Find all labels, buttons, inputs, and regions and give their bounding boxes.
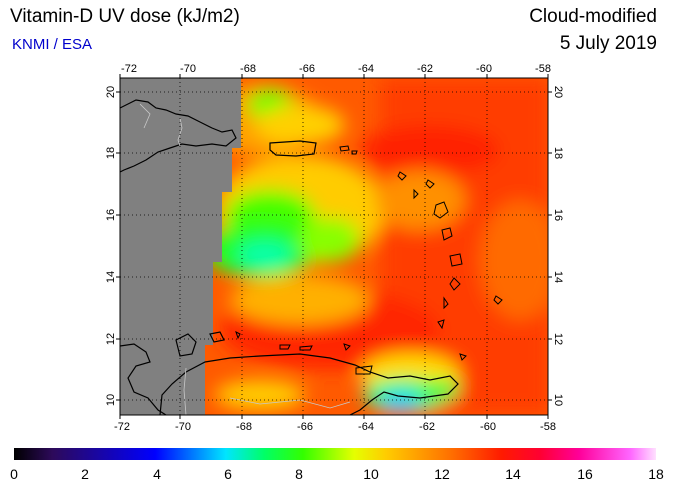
colorbar-tick-label: 2 (81, 466, 89, 482)
colorbar-tick-label: 4 (153, 466, 161, 482)
lat-label-left: 14 (105, 271, 117, 283)
organization-label: KNMI / ESA (12, 36, 93, 53)
colorbar-tick-label: 18 (648, 466, 664, 482)
lat-label-right: 10 (552, 394, 564, 406)
coastlines (119, 99, 459, 416)
lat-label-left: 20 (105, 86, 117, 98)
lon-label-bottom: -68 (236, 421, 252, 433)
colorbar-tick-label: 12 (434, 466, 450, 482)
colorbar-tick-label: 14 (505, 466, 521, 482)
lon-label-bottom: -66 (297, 421, 313, 433)
dose-field (120, 78, 548, 415)
lon-label-top: -68 (240, 63, 256, 75)
lon-label-bottom: -62 (419, 421, 435, 433)
lon-label-top: -62 (417, 63, 433, 75)
lat-label-right: 14 (552, 271, 564, 283)
lon-label-top: -70 (180, 63, 196, 75)
date-label: 5 July 2019 (559, 33, 657, 54)
colorbar-tick-label: 8 (295, 466, 303, 482)
lon-label-top: -72 (121, 63, 137, 75)
lat-label-right: 18 (552, 147, 564, 159)
colorbar-tick-label: 16 (577, 466, 593, 482)
colorbar-tick-label: 6 (224, 466, 232, 482)
lon-label-top: -58 (535, 63, 551, 75)
lat-label-left: 16 (105, 209, 117, 221)
lon-label-bottom: -64 (358, 421, 374, 433)
lon-label-top: -60 (476, 63, 492, 75)
lat-label-right: 12 (552, 333, 564, 345)
lon-label-bottom: -72 (114, 421, 130, 433)
map-frame (119, 77, 549, 416)
lat-label-right: 20 (552, 86, 564, 98)
graticule (120, 78, 548, 415)
lon-label-bottom: -60 (480, 421, 496, 433)
no-data-region (120, 78, 241, 415)
frame-ticks (116, 74, 552, 419)
colorbar-tick-label: 0 (10, 466, 18, 482)
lat-label-left: 12 (105, 333, 117, 345)
lon-label-top: -66 (299, 63, 315, 75)
lon-label-bottom: -58 (540, 421, 556, 433)
lon-label-bottom: -70 (175, 421, 191, 433)
map-title: Vitamin-D UV dose (kJ/m2) (10, 6, 240, 27)
lat-label-left: 10 (105, 394, 117, 406)
lon-label-top: -64 (358, 63, 374, 75)
lat-label-left: 18 (105, 147, 117, 159)
colorbar-tick-label: 10 (363, 466, 379, 482)
lat-label-right: 16 (552, 209, 564, 221)
colorbar (14, 448, 656, 460)
product-mode-label: Cloud-modified (529, 6, 657, 27)
